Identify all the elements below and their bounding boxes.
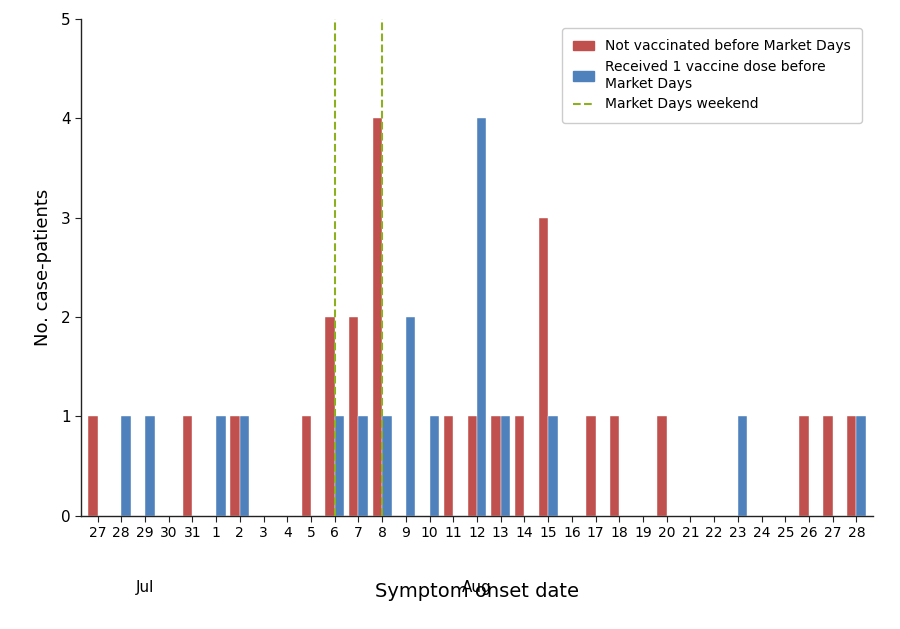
Bar [657,416,667,516]
Text: Jul: Jul [136,581,154,596]
Bar [358,416,368,516]
Bar [799,416,809,516]
Bar [444,416,454,516]
Text: Aug: Aug [462,581,492,596]
Y-axis label: No. case-patients: No. case-patients [34,189,52,346]
Bar [406,317,415,516]
Bar [216,416,226,516]
Bar [88,416,97,516]
Bar [824,416,832,516]
Bar [302,416,311,516]
Bar [183,416,193,516]
Bar [145,416,155,516]
Bar [491,416,500,516]
Bar [382,416,392,516]
Legend: Not vaccinated before Market Days, Received 1 vaccine dose before
Market Days, M: Not vaccinated before Market Days, Recei… [562,28,862,123]
Bar [429,416,439,516]
Bar [335,416,344,516]
Bar [230,416,240,516]
Bar [500,416,510,516]
Bar [477,118,487,516]
Bar [240,416,249,516]
Bar [548,416,558,516]
Bar [122,416,130,516]
Bar [325,317,335,516]
Bar [515,416,525,516]
Bar [467,416,477,516]
Bar [610,416,619,516]
Bar [539,218,548,516]
Bar [373,118,382,516]
X-axis label: Symptom onset date: Symptom onset date [375,582,579,601]
Bar [738,416,747,516]
Bar [847,416,857,516]
Bar [349,317,358,516]
Bar [586,416,596,516]
Bar [857,416,866,516]
